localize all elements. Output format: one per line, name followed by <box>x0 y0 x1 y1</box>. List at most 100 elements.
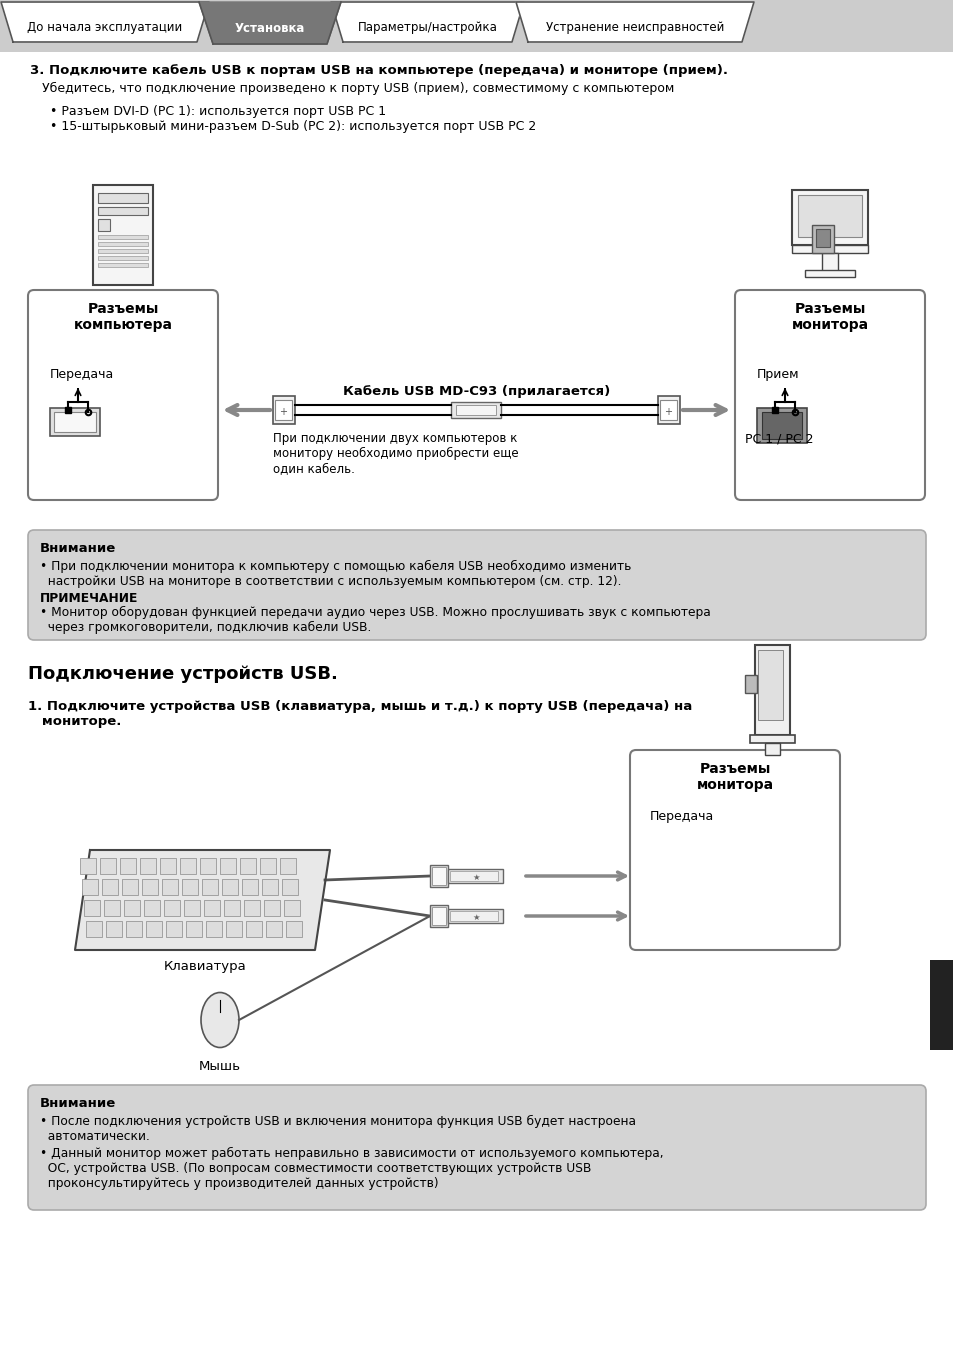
Ellipse shape <box>201 992 239 1048</box>
Bar <box>260 859 275 873</box>
Polygon shape <box>75 850 330 950</box>
Bar <box>804 270 854 277</box>
Bar <box>142 879 158 895</box>
Bar <box>92 185 152 285</box>
Text: • Данный монитор может работать неправильно в зависимости от используемого компь: • Данный монитор может работать неправил… <box>40 1148 663 1191</box>
Bar <box>240 859 255 873</box>
Text: +: + <box>278 406 287 417</box>
Bar <box>206 921 222 937</box>
Bar <box>242 879 257 895</box>
Bar <box>448 909 502 923</box>
Bar <box>282 879 297 895</box>
Text: +: + <box>663 406 671 417</box>
Text: Подключение устройств USB.: Подключение устройств USB. <box>28 666 337 683</box>
Bar <box>226 921 242 937</box>
Text: Мышь: Мышь <box>199 1060 241 1073</box>
Text: Разъемы
компьютера: Разъемы компьютера <box>73 302 172 332</box>
Bar <box>204 900 220 917</box>
Bar <box>758 649 782 720</box>
Bar <box>54 412 96 432</box>
Bar <box>160 859 175 873</box>
Bar <box>166 921 182 937</box>
Bar <box>754 645 789 734</box>
Bar <box>244 900 260 917</box>
Text: • После подключения устройств USB и включения монитора функция USB будет настрое: • После подключения устройств USB и вклю… <box>40 1115 636 1143</box>
Bar <box>821 252 837 271</box>
Bar <box>80 859 96 873</box>
Bar <box>659 400 677 420</box>
Bar <box>764 743 780 755</box>
Bar <box>273 396 294 424</box>
Bar <box>146 921 162 937</box>
Bar <box>757 408 806 443</box>
Text: Установка: Установка <box>234 22 305 35</box>
Bar <box>180 859 195 873</box>
Bar <box>98 248 148 252</box>
Text: Разъемы
монитора: Разъемы монитора <box>791 302 867 332</box>
FancyBboxPatch shape <box>28 1085 925 1210</box>
Bar <box>815 230 829 247</box>
Bar <box>186 921 202 937</box>
Bar <box>450 911 497 921</box>
Bar <box>104 900 120 917</box>
Bar <box>929 960 953 1050</box>
Bar <box>432 907 446 925</box>
FancyBboxPatch shape <box>734 290 924 500</box>
Text: • Монитор оборудован функцией передачи аудио через USB. Можно прослушивать звук : • Монитор оборудован функцией передачи а… <box>40 606 710 634</box>
Bar <box>202 879 218 895</box>
Polygon shape <box>516 1 753 42</box>
Bar <box>162 879 178 895</box>
Bar <box>451 402 501 418</box>
FancyBboxPatch shape <box>28 290 218 500</box>
Bar <box>102 879 118 895</box>
Text: До начала эксплуатации: До начала эксплуатации <box>28 22 182 35</box>
Text: 1. Подключите устройства USB (клавиатура, мышь и т.д.) к порту USB (передача) на: 1. Подключите устройства USB (клавиатура… <box>28 701 692 728</box>
Bar <box>140 859 156 873</box>
Bar <box>182 879 198 895</box>
Text: Внимание: Внимание <box>40 541 116 555</box>
Bar <box>82 879 98 895</box>
Bar <box>797 194 862 238</box>
Bar <box>144 900 160 917</box>
Bar <box>98 219 110 231</box>
Bar <box>98 256 148 261</box>
Bar <box>86 921 102 937</box>
Bar <box>430 904 448 927</box>
Bar <box>124 900 140 917</box>
Bar <box>456 405 496 414</box>
Polygon shape <box>1 1 209 42</box>
Text: PC 1 / PC 2: PC 1 / PC 2 <box>744 432 813 446</box>
Bar <box>184 900 200 917</box>
Polygon shape <box>331 1 523 42</box>
Bar <box>220 859 235 873</box>
Bar <box>744 675 757 693</box>
Bar <box>200 859 215 873</box>
Bar <box>164 900 180 917</box>
Bar <box>122 879 138 895</box>
Text: ★: ★ <box>472 913 479 922</box>
Bar <box>658 396 679 424</box>
Bar <box>246 921 262 937</box>
Text: Прием: Прием <box>757 369 799 381</box>
Text: Устранение неисправностей: Устранение неисправностей <box>545 22 723 35</box>
Bar <box>120 859 136 873</box>
Bar <box>450 871 497 882</box>
Bar <box>274 400 292 420</box>
Text: Внимание: Внимание <box>40 1098 116 1110</box>
Bar <box>98 207 148 215</box>
Bar <box>266 921 282 937</box>
Text: ★: ★ <box>472 873 479 882</box>
Bar <box>98 193 148 202</box>
Bar <box>749 734 794 743</box>
Text: Передача: Передача <box>649 810 714 824</box>
Text: Кабель USB MD-C93 (прилагается): Кабель USB MD-C93 (прилагается) <box>343 385 610 398</box>
Polygon shape <box>199 1 340 45</box>
Bar <box>98 242 148 246</box>
Text: Параметры/настройка: Параметры/настройка <box>357 22 497 35</box>
Bar <box>222 879 237 895</box>
Text: Убедитесь, что подключение произведено к порту USB (прием), совместимому с компь: Убедитесь, что подключение произведено к… <box>30 82 674 94</box>
Bar <box>761 412 801 439</box>
Bar <box>811 225 833 252</box>
Bar <box>791 190 867 244</box>
Bar <box>791 244 867 252</box>
